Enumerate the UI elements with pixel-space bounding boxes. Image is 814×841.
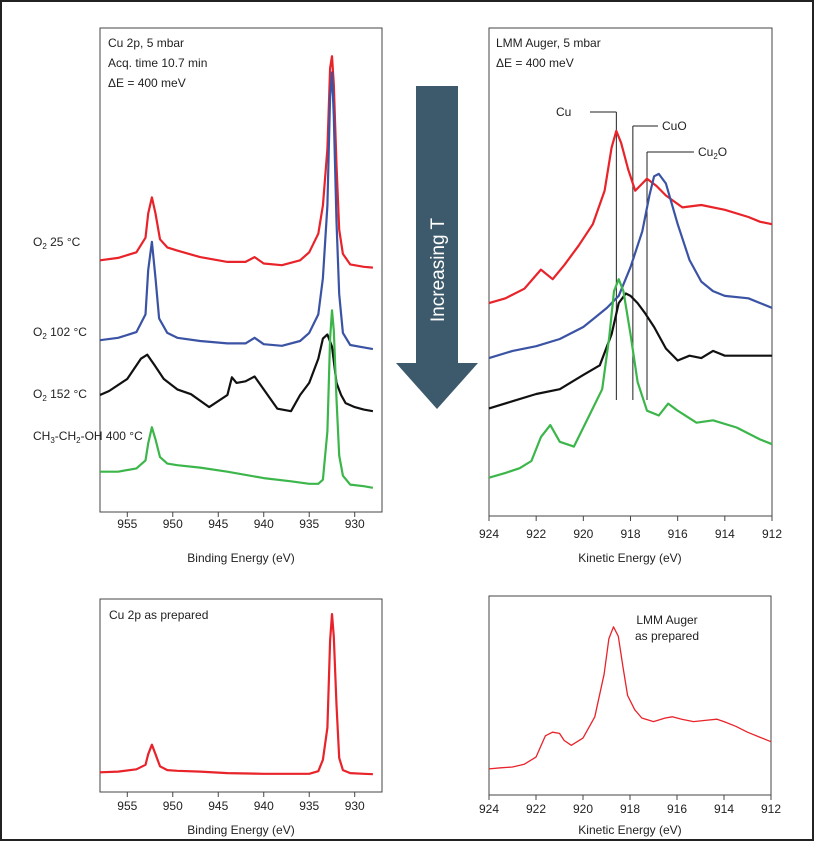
x-tick-label: 916 [667, 802, 687, 816]
x-tick-label: 918 [620, 527, 640, 541]
panel-cu2p-as-prepared: 955 950 945 940 935 930 Cu 2p as prepared Bin… [99, 598, 383, 837]
x-axis-ticks: 924 922 920 918 916 914 912 [479, 516, 782, 541]
series-layer [488, 129, 773, 479]
arrow-label: Increasing T [428, 218, 449, 323]
series-o2-102c [488, 172, 773, 360]
x-tick-label: 918 [620, 802, 640, 816]
x-axis-ticks: 955 950 945 940 935 930 [117, 792, 365, 813]
x-tick-label: 930 [345, 799, 365, 813]
x-tick-label: 955 [117, 517, 137, 531]
panel-note-2: ΔE = 400 meV [496, 56, 574, 70]
panel-note-2: as prepared [635, 629, 699, 643]
series-label-o2-152: O2 152 °C [33, 387, 87, 403]
x-axis-label: Binding Energy (eV) [187, 551, 294, 565]
x-axis-label: Kinetic Energy (eV) [578, 823, 681, 837]
arrow-shape [396, 86, 478, 409]
label-part: O [33, 387, 42, 401]
marker-label-cu: Cu [556, 105, 571, 119]
label-part: 152 °C [47, 387, 87, 401]
series-layer [488, 626, 772, 770]
panel-note-2: Acq. time 10.7 min [108, 56, 207, 70]
x-tick-label: 912 [762, 527, 782, 541]
x-tick-label: 930 [345, 517, 365, 531]
panel-lmm-as-prepared: 924 922 920 918 916 914 912 LMM Auger as prepa… [479, 595, 781, 837]
x-tick-label: 916 [668, 527, 688, 541]
series-label-o2-25: O2 25 °C [33, 235, 81, 251]
series-o2-102c [99, 71, 374, 351]
label-sub: 2 [42, 242, 47, 251]
label-sub: 3 [50, 436, 55, 445]
x-tick-label: 922 [526, 802, 546, 816]
x-tick-label: 924 [479, 802, 499, 816]
label-sub: 2 [713, 152, 718, 161]
x-axis-label: Kinetic Energy (eV) [578, 551, 681, 565]
x-tick-label: 950 [163, 799, 183, 813]
series-o2-152c [99, 333, 374, 413]
series-o2-25c [488, 129, 773, 305]
x-tick-label: 912 [761, 802, 781, 816]
panel-note-1: LMM Auger, 5 mbar [496, 36, 601, 50]
increasing-temperature-arrow: Increasing T [396, 86, 478, 409]
series-layer [99, 612, 373, 776]
x-tick-label: 945 [208, 517, 228, 531]
panel-note-1: Cu 2p as prepared [109, 608, 208, 622]
plot-frame [99, 27, 383, 513]
panel-note-3: ΔE = 400 meV [108, 76, 186, 90]
x-tick-label: 935 [299, 517, 319, 531]
label-part: -CH [55, 429, 76, 443]
x-tick-label: 924 [479, 527, 499, 541]
panel-note-1: LMM Auger [636, 613, 697, 627]
marker-label-cu2o: Cu2O [698, 145, 727, 161]
label-part: -OH 400 °C [81, 429, 143, 443]
label-sub: 2 [76, 436, 81, 445]
x-tick-label: 914 [715, 527, 735, 541]
plot-frame [488, 27, 773, 517]
plot-frame [488, 595, 772, 796]
label-sub: 2 [42, 394, 47, 403]
x-axis-ticks: 924 922 920 918 916 914 912 [479, 795, 781, 816]
label-part: O [33, 325, 42, 339]
label-part: 102 °C [47, 325, 87, 339]
series-ethanol-400c [100, 309, 374, 489]
x-tick-label: 935 [299, 799, 319, 813]
x-tick-label: 920 [573, 527, 593, 541]
series-as-prepared [99, 612, 373, 776]
panel-lmm-auger: 924 922 920 918 916 914 912 LMM Auger, 5 mbar … [479, 27, 782, 565]
series-o2-152c [488, 292, 772, 410]
label-part: O [33, 235, 42, 249]
x-tick-label: 945 [208, 799, 228, 813]
label-part: CH [33, 429, 50, 443]
label-part: Cu [698, 145, 713, 159]
series-o2-25c [99, 55, 373, 269]
series-label-ethanol-400: CH3-CH2-OH 400 °C [33, 429, 143, 445]
panel-note-1: Cu 2p, 5 mbar [108, 36, 184, 50]
x-axis-label: Binding Energy (eV) [187, 823, 294, 837]
x-tick-label: 922 [526, 527, 546, 541]
x-tick-label: 920 [573, 802, 593, 816]
label-part: 25 °C [47, 235, 81, 249]
x-tick-label: 950 [163, 517, 183, 531]
series-layer [99, 55, 374, 489]
marker-label-cuo: CuO [662, 119, 687, 133]
x-axis-ticks: 955 950 945 940 935 930 [117, 512, 365, 531]
series-ethanol-400c [488, 278, 773, 479]
x-tick-label: 955 [117, 799, 137, 813]
label-sub: 2 [42, 332, 47, 341]
x-tick-label: 940 [254, 799, 274, 813]
plot-frame [99, 598, 383, 793]
series-as-prepared [488, 626, 772, 770]
panel-cu2p: 955 950 945 940 935 930 Cu 2p, 5 mbar Acq. ti… [33, 27, 383, 565]
x-tick-label: 914 [714, 802, 734, 816]
series-label-o2-102: O2 102 °C [33, 325, 87, 341]
label-part: O [718, 145, 727, 159]
x-tick-label: 940 [254, 517, 274, 531]
